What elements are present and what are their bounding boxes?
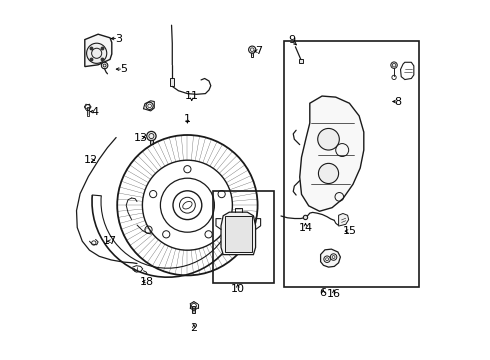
- Polygon shape: [221, 212, 256, 255]
- Text: 10: 10: [231, 284, 245, 294]
- Text: 2: 2: [190, 323, 197, 333]
- Text: 4: 4: [91, 107, 98, 117]
- Circle shape: [318, 163, 339, 184]
- Bar: [224, 216, 252, 252]
- Circle shape: [391, 62, 397, 68]
- Circle shape: [101, 62, 108, 69]
- Bar: [251, 50, 253, 57]
- Polygon shape: [85, 34, 112, 67]
- Text: 6: 6: [319, 288, 327, 298]
- Text: 14: 14: [298, 222, 313, 233]
- Text: 7: 7: [255, 46, 262, 56]
- Polygon shape: [339, 213, 349, 226]
- Text: 12: 12: [84, 155, 98, 165]
- Bar: [87, 107, 89, 116]
- Text: 9: 9: [288, 35, 295, 45]
- Text: 11: 11: [185, 91, 199, 102]
- Text: 3: 3: [115, 33, 122, 44]
- Circle shape: [303, 215, 308, 220]
- Text: 15: 15: [343, 226, 356, 236]
- Text: 5: 5: [120, 64, 127, 74]
- Text: 13: 13: [134, 132, 147, 143]
- Bar: [284, 41, 418, 287]
- Polygon shape: [300, 96, 364, 211]
- Circle shape: [318, 129, 339, 150]
- Text: 8: 8: [394, 96, 402, 107]
- Bar: [193, 306, 196, 313]
- Text: 1: 1: [184, 114, 191, 124]
- Circle shape: [248, 46, 256, 53]
- Bar: [298, 59, 303, 63]
- Circle shape: [147, 131, 156, 141]
- Text: 16: 16: [327, 289, 341, 300]
- Text: 17: 17: [103, 236, 117, 246]
- Bar: [170, 78, 174, 86]
- Polygon shape: [320, 249, 341, 267]
- Text: 18: 18: [140, 276, 154, 287]
- Circle shape: [87, 43, 107, 63]
- Bar: [150, 136, 153, 144]
- Bar: [213, 191, 274, 283]
